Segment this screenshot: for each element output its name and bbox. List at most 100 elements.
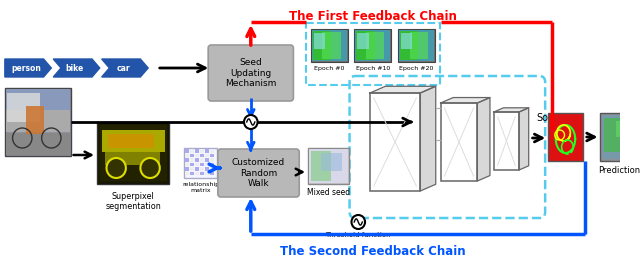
Circle shape [140,158,160,178]
Bar [200,167,204,171]
Text: Customized
Random
Walk: Customized Random Walk [232,158,285,188]
Bar [98,123,168,183]
Bar [210,158,214,162]
Text: car: car [116,64,130,73]
Bar [321,153,342,171]
Bar [102,130,164,152]
Bar [195,172,200,175]
Bar [366,32,385,59]
Bar [205,149,209,153]
Bar [200,149,204,153]
Text: Seed
Updating
Mechanism: Seed Updating Mechanism [225,58,276,88]
Bar [401,33,413,49]
Bar [440,103,477,181]
Bar [306,23,440,85]
Bar [616,121,627,137]
Text: The Second Feedback Chain: The Second Feedback Chain [280,245,466,258]
Text: Threshold function: Threshold function [326,232,391,238]
Bar [308,148,349,184]
Bar [311,151,331,181]
Bar [7,93,40,122]
Bar [108,134,154,148]
FancyBboxPatch shape [218,149,300,197]
Text: Epoch #0: Epoch #0 [314,66,344,71]
Text: relationship
matrix: relationship matrix [182,182,219,193]
Bar [210,172,214,175]
Text: person: person [12,64,41,73]
Bar [205,158,209,162]
Bar [185,172,189,175]
Bar [210,167,214,171]
Polygon shape [5,59,51,77]
Text: bike: bike [65,64,84,73]
Bar [6,89,70,111]
Bar [190,149,195,153]
Bar [200,163,204,166]
Bar [190,158,195,162]
Bar [355,29,391,62]
Bar [185,163,189,166]
FancyBboxPatch shape [208,45,293,101]
Bar [494,112,519,170]
Bar [400,31,419,60]
Bar [205,153,209,157]
Bar [370,93,420,191]
Bar [26,106,44,134]
Bar [323,32,341,59]
Bar [195,167,200,171]
Bar [356,31,375,60]
Text: Prediction: Prediction [598,166,640,175]
Circle shape [351,215,365,229]
Text: Epoch #10: Epoch #10 [356,66,390,71]
Bar [184,148,217,178]
Bar [6,110,70,132]
Bar [314,33,325,49]
Polygon shape [494,108,529,112]
Bar [195,158,200,162]
Bar [205,167,209,171]
Bar [100,125,166,181]
Polygon shape [53,59,100,77]
Polygon shape [519,108,529,170]
Polygon shape [102,59,148,77]
Bar [600,113,637,161]
Text: Softmax: Softmax [536,113,577,123]
Bar [200,153,204,157]
Bar [604,118,629,152]
Text: Superpixel
segmentation: Superpixel segmentation [105,192,161,211]
Bar [311,29,348,62]
Circle shape [106,158,126,178]
Bar [210,163,214,166]
Bar [190,153,195,157]
Bar [200,158,204,162]
Bar [205,163,209,166]
Bar [398,29,435,62]
Bar [97,122,170,184]
Bar [602,115,636,159]
Bar [185,153,189,157]
Bar [195,163,200,166]
Polygon shape [477,98,490,181]
Bar [195,153,200,157]
Bar [355,30,390,61]
Bar [185,149,189,153]
Polygon shape [440,98,490,103]
Bar [210,149,214,153]
Bar [190,167,195,171]
Polygon shape [370,86,436,93]
Bar [548,113,583,161]
Text: Mixed seed: Mixed seed [307,188,350,197]
Bar [190,172,195,175]
Bar [312,30,347,61]
Bar [185,167,189,171]
Polygon shape [420,86,436,191]
Bar [309,149,348,183]
Text: The First Feedback Chain: The First Feedback Chain [289,10,457,23]
Bar [399,30,434,61]
Bar [205,172,209,175]
Bar [200,172,204,175]
Bar [104,147,160,165]
Bar [210,153,214,157]
Text: Epoch #20: Epoch #20 [399,66,433,71]
Bar [357,33,369,49]
